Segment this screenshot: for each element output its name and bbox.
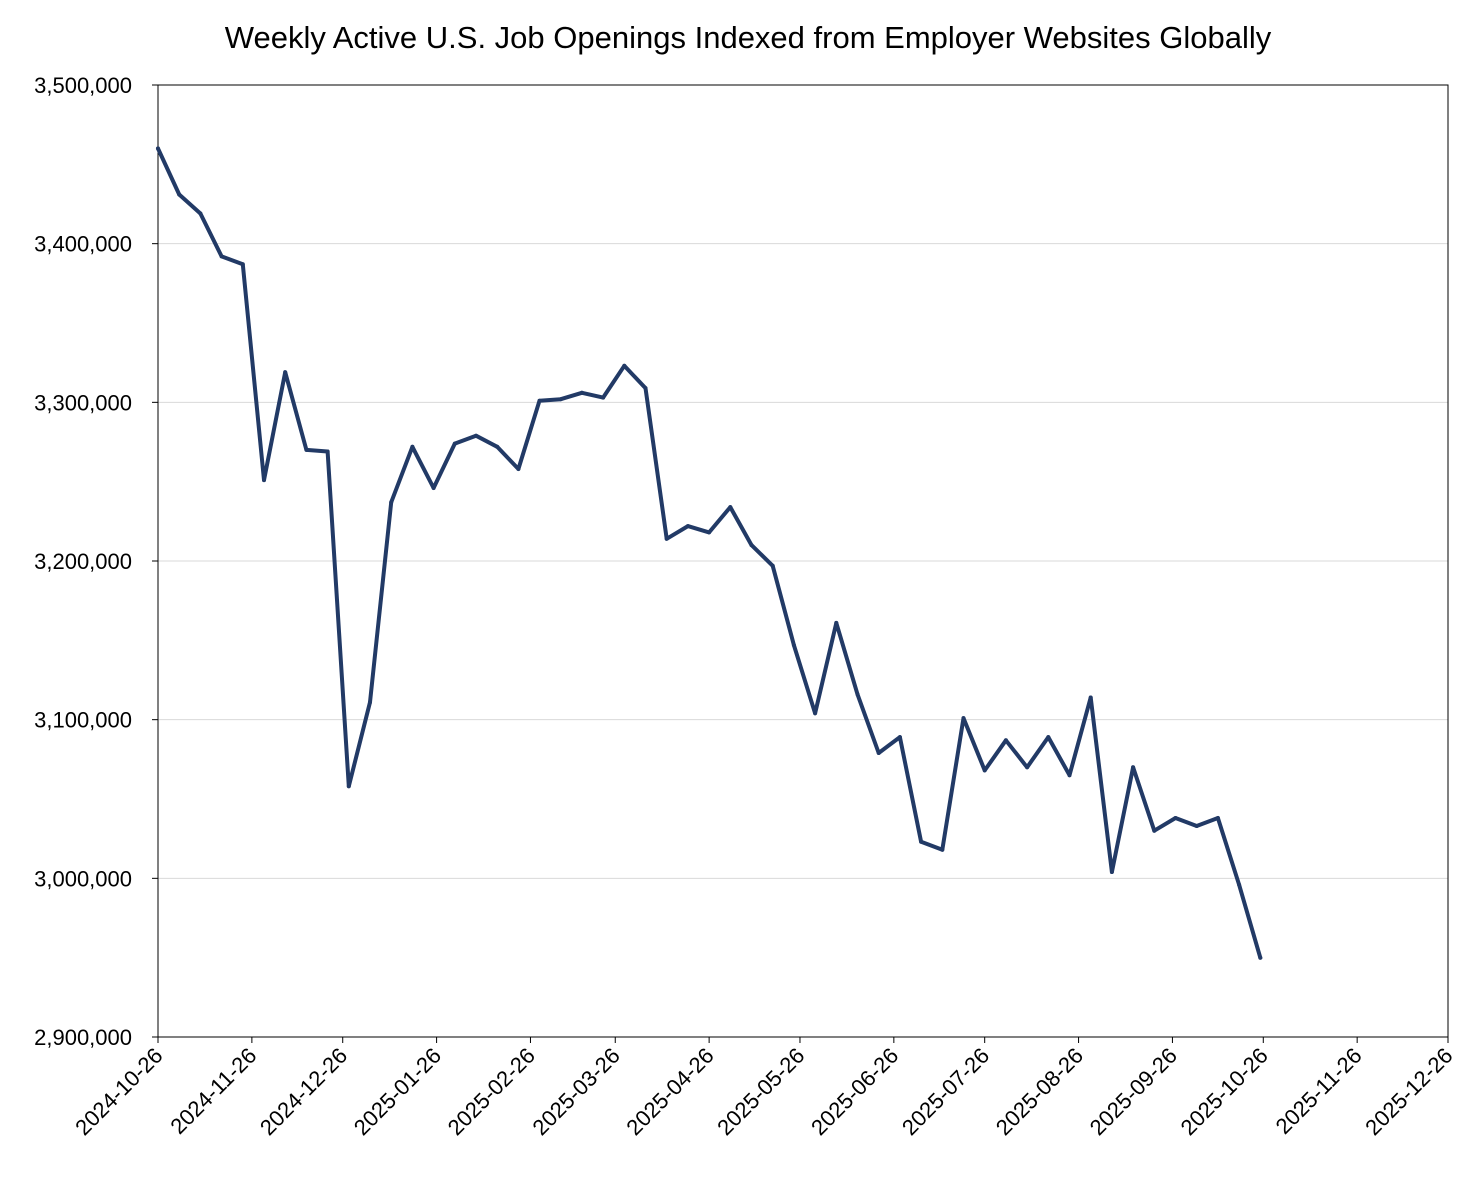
x-tick-label: 2025-02-26 (443, 1043, 540, 1140)
x-tick-label: 2025-03-26 (528, 1043, 625, 1140)
data-point (219, 254, 224, 259)
data-point (791, 643, 796, 648)
data-point (156, 146, 160, 151)
chart-title: Weekly Active U.S. Job Openings Indexed … (225, 20, 1272, 55)
x-tick-label: 2025-04-26 (621, 1043, 718, 1140)
data-point (919, 839, 924, 844)
y-tick-label: 3,300,000 (34, 390, 132, 415)
data-point (770, 563, 775, 568)
series-line (156, 146, 1263, 960)
data-point (728, 505, 733, 510)
data-point (495, 444, 500, 449)
data-point (1194, 824, 1199, 828)
data-point (1109, 870, 1114, 874)
data-point (897, 735, 902, 740)
data-point (664, 536, 669, 541)
series-group (156, 146, 1263, 960)
x-tick-label: 2024-12-26 (255, 1043, 352, 1140)
data-point (940, 847, 945, 852)
gridlines (158, 243, 1448, 879)
data-point (707, 530, 712, 535)
x-tick-label: 2025-10-26 (1176, 1043, 1273, 1140)
data-point (1046, 735, 1051, 740)
data-point (304, 447, 309, 452)
data-point (1215, 816, 1220, 820)
y-axis: 2,900,000 3,000,000 3,100,000 3,200,000 3,30… (34, 73, 158, 1050)
x-tick-label: 2024-11-26 (165, 1043, 261, 1139)
data-point (813, 711, 818, 716)
data-point (558, 397, 563, 402)
data-point (177, 192, 182, 197)
data-point (876, 751, 881, 755)
data-point (537, 398, 542, 403)
data-point (368, 700, 372, 705)
data-point (262, 478, 266, 483)
x-tick-label: 2025-11-26 (1271, 1043, 1367, 1139)
y-tick-label: 2,900,000 (34, 1025, 132, 1050)
data-point (431, 486, 436, 490)
data-point (749, 543, 754, 548)
x-tick-label: 2025-12-26 (1360, 1043, 1457, 1140)
data-point (325, 449, 330, 454)
data-point (198, 211, 203, 216)
data-point (579, 390, 584, 395)
data-point (474, 433, 478, 438)
data-point (389, 500, 394, 505)
y-tick-label: 3,400,000 (34, 232, 132, 257)
data-point (346, 784, 351, 789)
data-point (601, 395, 606, 400)
y-tick-label: 3,000,000 (34, 866, 132, 891)
data-point (1152, 828, 1157, 833)
data-point (622, 363, 627, 368)
data-point (834, 620, 839, 625)
data-point (1237, 882, 1242, 887)
data-point (410, 444, 415, 449)
x-tick-label: 2025-07-26 (897, 1043, 994, 1140)
data-point (240, 262, 245, 267)
data-point (1258, 955, 1263, 960)
data-point (1173, 816, 1178, 820)
data-point (1025, 765, 1030, 770)
x-tick-label: 2025-06-26 (806, 1043, 903, 1140)
x-axis: 2024-10-262024-11-262024-12-262025-01-26… (70, 1037, 1458, 1140)
data-point (1003, 738, 1008, 743)
data-point (982, 768, 987, 773)
data-point (1067, 773, 1072, 778)
x-tick-label: 2025-09-26 (1085, 1043, 1182, 1140)
x-tick-label: 2024-10-26 (70, 1043, 167, 1140)
data-point (1131, 765, 1136, 770)
data-point (685, 524, 690, 529)
data-point (643, 386, 648, 391)
data-point (855, 692, 860, 697)
data-point (961, 716, 966, 721)
y-tick-label: 3,200,000 (34, 549, 132, 574)
data-point (516, 467, 521, 471)
x-tick-label: 2025-05-26 (712, 1043, 809, 1140)
data-point (452, 441, 457, 446)
x-tick-label: 2025-01-26 (349, 1043, 446, 1140)
y-tick-label: 3,100,000 (34, 708, 132, 733)
data-point (1088, 695, 1093, 700)
y-tick-label: 3,500,000 (34, 73, 132, 98)
data-point (283, 370, 288, 375)
x-tick-label: 2025-08-26 (991, 1043, 1088, 1140)
